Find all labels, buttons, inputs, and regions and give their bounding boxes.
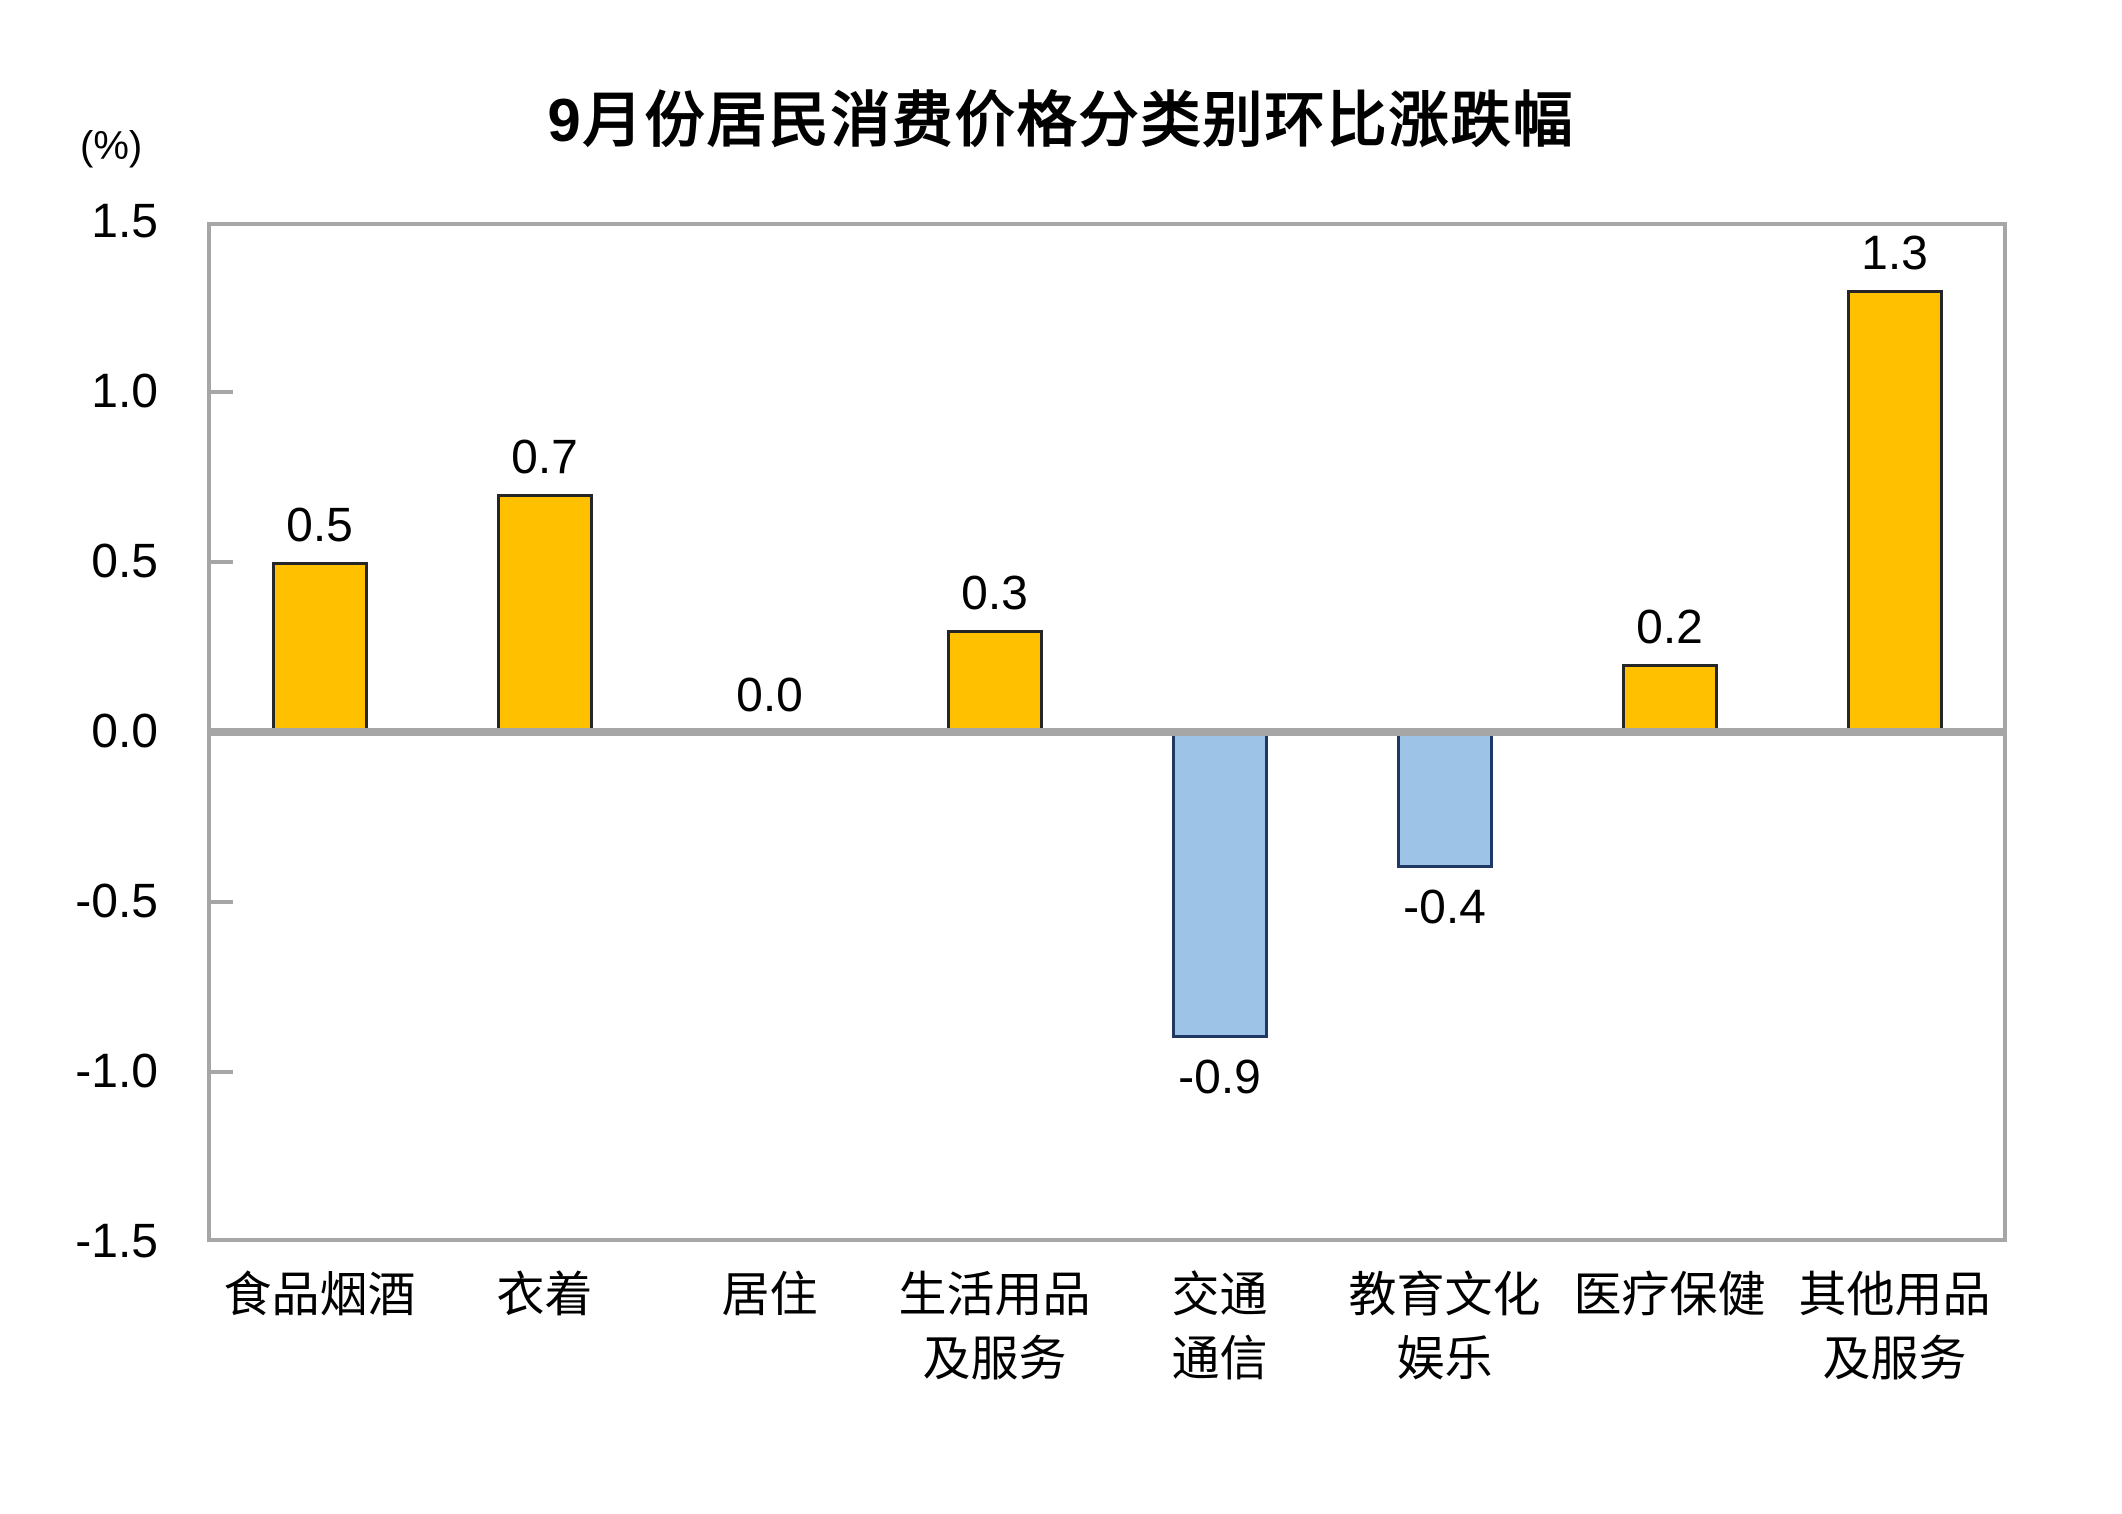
- x-axis-category-label: 生活用品 及服务: [898, 1269, 1091, 1386]
- y-axis-tick-label: 0.5: [91, 535, 158, 588]
- bar-value-label: -0.4: [1403, 881, 1486, 934]
- bar-value-label: 1.3: [1861, 227, 1928, 280]
- x-axis-category-label: 其他用品 及服务: [1798, 1269, 1991, 1386]
- chart-bar: [1171, 732, 1268, 1038]
- y-axis-tick-label: -1.5: [75, 1215, 158, 1268]
- bar-value-label: 0.3: [961, 567, 1028, 620]
- x-axis-category-label: 交通 通信: [1171, 1269, 1268, 1386]
- bar-value-label: 0.5: [286, 499, 353, 552]
- chart-bar: [946, 630, 1043, 732]
- y-axis-tick-label: -1.0: [75, 1045, 158, 1098]
- y-axis-tick-label: 1.5: [91, 195, 158, 248]
- chart-bar: [271, 562, 368, 732]
- bar-value-label: 0.2: [1636, 601, 1703, 654]
- x-axis-category-label: 教育文化 娱乐: [1348, 1269, 1541, 1386]
- y-axis-tick-label: 1.0: [91, 365, 158, 418]
- chart-title: 9月份居民消费价格分类别环比涨跌幅: [547, 87, 1575, 154]
- x-axis-category-label: 居住: [721, 1269, 818, 1322]
- chart-bar: [496, 494, 593, 732]
- x-axis-category-label: 医疗保健: [1573, 1269, 1766, 1322]
- chart-bar: [1396, 732, 1493, 868]
- y-axis-tick-mark: [211, 560, 233, 564]
- bar-value-label: 0.7: [511, 431, 578, 484]
- chart-bar: [1846, 290, 1943, 732]
- x-axis-category-label: 衣着: [496, 1269, 593, 1322]
- y-axis-tick-label: -0.5: [75, 875, 158, 928]
- y-axis-tick-mark: [211, 1070, 233, 1074]
- x-axis-category-label: 食品烟酒: [223, 1269, 416, 1322]
- bar-value-label: 0.0: [736, 669, 803, 722]
- y-axis-tick-label: 0.0: [91, 705, 158, 758]
- bar-value-label: -0.9: [1178, 1051, 1261, 1104]
- y-axis-tick-mark: [211, 900, 233, 904]
- y-axis-tick-mark: [211, 390, 233, 394]
- chart-bar: [1621, 664, 1718, 732]
- y-axis-unit-label: (%): [80, 124, 143, 168]
- zero-axis-line: [207, 728, 2007, 736]
